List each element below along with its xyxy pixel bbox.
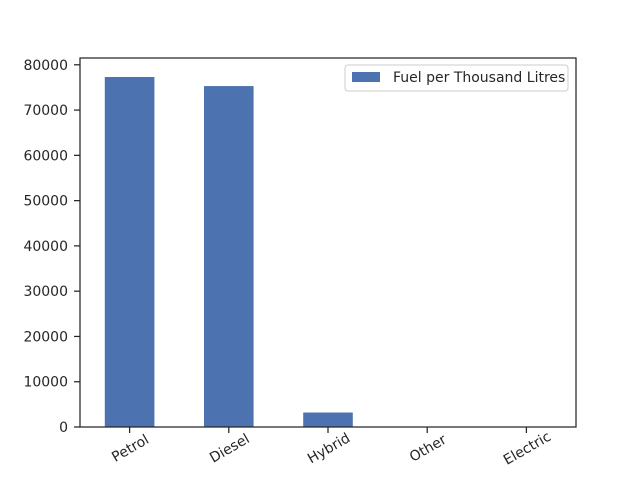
- x-tick-label-diesel: Diesel: [207, 431, 252, 466]
- bar-hybrid: [303, 412, 353, 427]
- bars-layer: [104, 77, 353, 428]
- x-tick-label-petrol: Petrol: [109, 432, 152, 466]
- y-tick-label: 10000: [23, 375, 68, 391]
- x-axis: Petrol Diesel Hybrid Other Electric: [109, 427, 554, 469]
- x-tick-label-hybrid: Hybrid: [305, 430, 353, 467]
- y-tick-label: 30000: [23, 284, 68, 300]
- y-tick-label: 70000: [23, 103, 68, 119]
- y-tick-label: 50000: [23, 194, 68, 210]
- y-tick-label: 60000: [23, 148, 68, 164]
- legend-label: Fuel per Thousand Litres: [393, 70, 565, 86]
- bar-petrol: [104, 77, 155, 428]
- y-tick-label: 20000: [23, 329, 68, 345]
- x-tick-label-other: Other: [407, 432, 450, 466]
- y-axis: 0 10000 20000 30000 40000 50000 60000 70000 8000…: [23, 58, 80, 436]
- legend-swatch: [352, 72, 380, 82]
- y-tick-label: 80000: [23, 58, 68, 74]
- y-tick-label: 0: [59, 420, 68, 436]
- x-tick-label-electric: Electric: [501, 429, 554, 469]
- plot-frame: [79, 57, 577, 428]
- legend-box: [344, 64, 569, 92]
- legend: Fuel per Thousand Litres: [344, 64, 569, 92]
- bar-diesel: [204, 86, 254, 427]
- y-tick-label: 40000: [23, 239, 68, 255]
